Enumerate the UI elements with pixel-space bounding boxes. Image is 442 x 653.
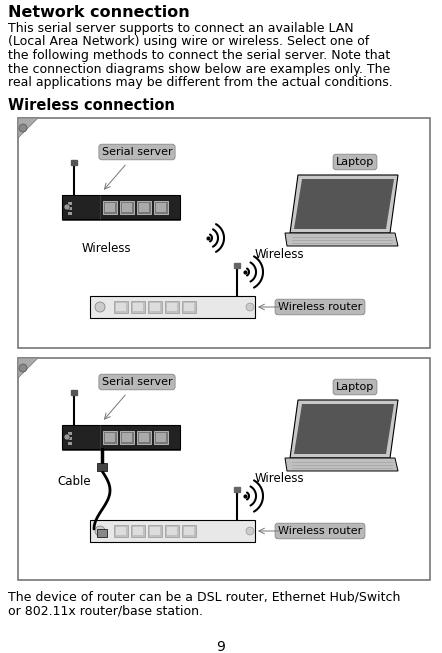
Bar	[165, 525, 179, 537]
Bar	[139, 432, 149, 441]
Polygon shape	[290, 400, 398, 458]
Bar	[71, 160, 77, 165]
Circle shape	[95, 302, 105, 312]
Bar	[167, 303, 177, 311]
Polygon shape	[294, 179, 394, 229]
Bar	[234, 487, 240, 492]
Bar	[131, 525, 145, 537]
Text: Wireless: Wireless	[255, 248, 305, 261]
Bar	[122, 432, 132, 441]
Bar	[120, 430, 134, 443]
Bar	[114, 525, 128, 537]
Text: Wireless router: Wireless router	[278, 526, 362, 536]
Polygon shape	[290, 175, 398, 233]
Bar	[97, 529, 107, 537]
Bar	[150, 527, 160, 535]
Circle shape	[64, 434, 70, 440]
Text: Network connection: Network connection	[8, 5, 190, 20]
Polygon shape	[18, 118, 38, 138]
Text: the connection diagrams show below are examples only. The: the connection diagrams show below are e…	[8, 63, 390, 76]
Bar	[154, 430, 168, 443]
Circle shape	[246, 303, 254, 311]
Circle shape	[64, 204, 70, 210]
Bar	[68, 432, 72, 435]
Circle shape	[246, 527, 254, 535]
Text: Wireless: Wireless	[255, 472, 305, 485]
Bar	[68, 202, 72, 205]
Text: Wireless: Wireless	[82, 242, 132, 255]
Bar	[120, 200, 134, 214]
Bar	[156, 432, 166, 441]
Bar	[184, 303, 194, 311]
Polygon shape	[285, 458, 398, 471]
Bar	[103, 200, 117, 214]
Bar	[131, 301, 145, 313]
Bar	[182, 525, 196, 537]
Bar	[103, 430, 117, 443]
Bar	[71, 390, 77, 395]
Bar	[90, 520, 255, 542]
Bar	[116, 303, 126, 311]
Bar	[139, 202, 149, 212]
Bar	[105, 202, 115, 212]
Bar	[68, 437, 72, 440]
Text: real applications may be different from the actual conditions.: real applications may be different from …	[8, 76, 393, 89]
Text: The device of router can be a DSL router, Ethernet Hub/Switch: The device of router can be a DSL router…	[8, 590, 400, 603]
Bar	[68, 442, 72, 445]
Text: or 802.11x router/base station.: or 802.11x router/base station.	[8, 604, 203, 617]
Bar	[148, 301, 162, 313]
Text: (Local Area Network) using wire or wireless. Select one of: (Local Area Network) using wire or wirel…	[8, 35, 369, 48]
Bar	[62, 425, 180, 449]
Bar	[68, 207, 72, 210]
Bar	[184, 527, 194, 535]
Text: Laptop: Laptop	[336, 157, 374, 167]
Bar	[18, 358, 430, 580]
Bar	[133, 527, 143, 535]
Bar	[167, 527, 177, 535]
Text: Cable: Cable	[57, 475, 91, 488]
Polygon shape	[18, 358, 38, 378]
Circle shape	[95, 526, 105, 536]
Circle shape	[19, 124, 27, 132]
Bar	[122, 202, 132, 212]
Bar	[148, 525, 162, 537]
Bar	[114, 301, 128, 313]
Bar	[156, 202, 166, 212]
Bar	[182, 301, 196, 313]
Bar	[68, 212, 72, 215]
Bar	[97, 463, 107, 471]
Bar	[116, 527, 126, 535]
Text: Wireless connection: Wireless connection	[8, 98, 175, 113]
Bar	[137, 430, 151, 443]
Text: Laptop: Laptop	[336, 382, 374, 392]
Bar	[105, 432, 115, 441]
Bar	[18, 118, 430, 348]
Bar	[137, 200, 151, 214]
Text: Serial server: Serial server	[102, 147, 172, 157]
Bar	[165, 301, 179, 313]
Text: Serial server: Serial server	[102, 377, 172, 387]
Text: 9: 9	[217, 640, 225, 653]
Bar	[62, 195, 180, 219]
Bar	[133, 303, 143, 311]
Text: This serial server supports to connect an available LAN: This serial server supports to connect a…	[8, 22, 354, 35]
Bar	[150, 303, 160, 311]
Text: the following methods to connect the serial server. Note that: the following methods to connect the ser…	[8, 49, 390, 62]
Polygon shape	[285, 233, 398, 246]
Polygon shape	[294, 404, 394, 454]
Bar	[234, 263, 240, 268]
Bar	[90, 296, 255, 318]
Bar	[154, 200, 168, 214]
Circle shape	[19, 364, 27, 372]
Text: Wireless router: Wireless router	[278, 302, 362, 312]
